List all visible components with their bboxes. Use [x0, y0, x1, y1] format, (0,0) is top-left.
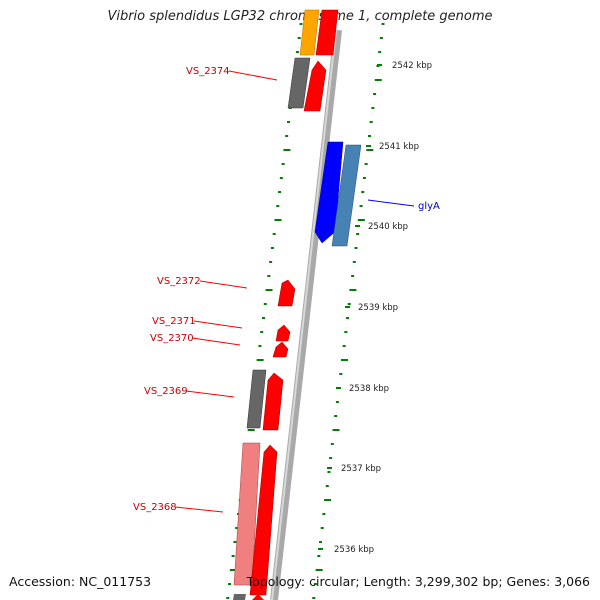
accession-label: Accession: NC_011753	[9, 574, 152, 589]
genome-backbone-highlight	[271, 29, 337, 600]
leader-vs2369	[185, 390, 235, 398]
kbp-tick-label: 2539 kbp	[358, 303, 398, 313]
kbp-tick-label: 2538 kbp	[349, 384, 389, 394]
gene-label-vs2371[interactable]: VS_2371	[152, 316, 196, 327]
leader-glyA	[367, 199, 415, 207]
gene-vs2370[interactable]	[272, 341, 289, 358]
gene-label-vs2368[interactable]: VS_2368	[133, 502, 177, 513]
kbp-tick-label: 2540 kbp	[368, 222, 408, 232]
gene-red-top[interactable]	[315, 9, 339, 56]
gene-label-vs2372[interactable]: VS_2372	[157, 276, 201, 287]
leader-vs2374	[228, 70, 278, 81]
gene-label-glyA[interactable]: glyA	[418, 201, 440, 212]
gene-gray-vs2374[interactable]	[287, 57, 311, 109]
gene-label-vs2370[interactable]: VS_2370	[150, 333, 194, 344]
gene-label-vs2374[interactable]: VS_2374	[186, 66, 230, 77]
kbp-tick-label: 2542 kbp	[392, 61, 432, 71]
gene-gray-bottom[interactable]	[233, 594, 246, 600]
leader-vs2371	[193, 320, 243, 329]
kbp-scale: 2542 kbp 2541 kbp 2540 kbp 2539 kbp 2538…	[318, 61, 432, 555]
leader-vs2370	[191, 337, 241, 346]
gene-red-vs2368[interactable]	[249, 444, 278, 596]
kbp-tick-label: 2541 kbp	[379, 142, 419, 152]
leader-vs2372	[199, 280, 248, 289]
map-title: Vibrio splendidus LGP32 chromosome 1, co…	[107, 9, 493, 24]
kbp-tick-label: 2537 kbp	[341, 464, 381, 474]
kbp-tick-label: 2536 kbp	[334, 545, 374, 555]
gene-red-vs2374[interactable]	[303, 60, 327, 112]
gene-gray-vs2369[interactable]	[246, 369, 267, 429]
gene-red-vs2369[interactable]	[262, 372, 284, 431]
leader-vs2368	[174, 506, 224, 513]
gene-vs2371[interactable]	[275, 324, 291, 342]
topology-summary: Topology: circular; Length: 3,299,302 bp…	[246, 574, 590, 589]
gene-label-vs2369[interactable]: VS_2369	[144, 386, 188, 397]
gene-vs2372[interactable]	[277, 279, 296, 307]
gene-red-bottom[interactable]	[252, 594, 264, 600]
gene-glyA[interactable]	[331, 144, 362, 247]
genome-backbone	[270, 29, 342, 600]
gene-orange[interactable]	[299, 9, 320, 56]
